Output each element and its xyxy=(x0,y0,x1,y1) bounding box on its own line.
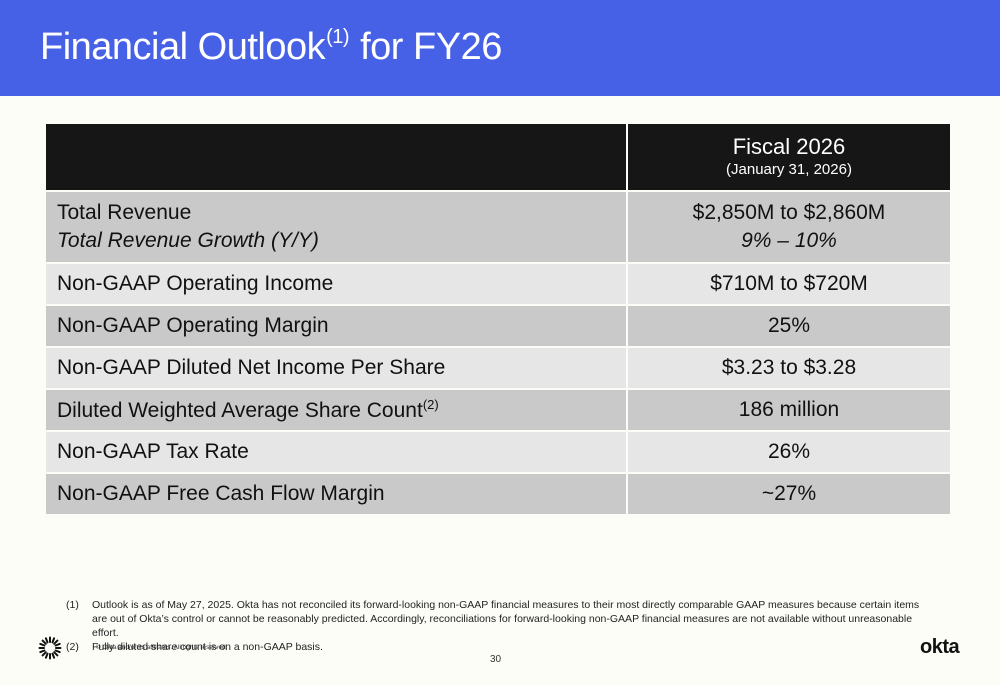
table-row: Non-GAAP Operating Income $710M to $720M xyxy=(46,264,950,306)
row-label: Non-GAAP Operating Margin xyxy=(46,306,626,348)
header-empty-cell xyxy=(46,124,626,192)
table-row: Non-GAAP Operating Margin 25% xyxy=(46,306,950,348)
value-text: $2,850M to $2,860M xyxy=(692,201,886,224)
row-value: 25% xyxy=(626,306,950,348)
table-row: Diluted Weighted Average Share Count(2) … xyxy=(46,390,950,432)
fiscal-year-date: (January 31, 2026) xyxy=(726,161,852,178)
row-value: 186 million xyxy=(626,390,950,432)
row-label: Non-GAAP Diluted Net Income Per Share xyxy=(46,348,626,390)
title-text: Financial Outlook xyxy=(40,26,326,68)
footnotes: (1) Outlook is as of May 27, 2025. Okta … xyxy=(66,598,936,654)
row-label: Diluted Weighted Average Share Count(2) xyxy=(46,390,626,432)
row-label: Non-GAAP Operating Income xyxy=(46,264,626,306)
copyright-notice: © Okta and/or its affiliates. All rights… xyxy=(96,644,228,651)
table-row: Non-GAAP Tax Rate 26% xyxy=(46,432,950,474)
footnote-number: (1) xyxy=(66,599,79,611)
row-value: 26% xyxy=(626,432,950,474)
label-text: Total Revenue xyxy=(57,201,192,224)
footnote-item: (1) Outlook is as of May 27, 2025. Okta … xyxy=(66,598,936,640)
footnote-text: Outlook is as of May 27, 2025. Okta has … xyxy=(92,599,920,639)
row-value: $3.23 to $3.28 xyxy=(626,348,950,390)
okta-sunburst-icon xyxy=(38,636,62,660)
footnote-item: (2) Fully diluted share count is on a no… xyxy=(66,640,936,654)
row-label: Non-GAAP Tax Rate xyxy=(46,432,626,474)
fiscal-year-title: Fiscal 2026 xyxy=(732,134,846,159)
slide-title: Financial Outlook(1) for FY26 xyxy=(40,26,502,69)
table-row: Non-GAAP Diluted Net Income Per Share $3… xyxy=(46,348,950,390)
table-row: Non-GAAP Free Cash Flow Margin ~27% xyxy=(46,474,950,516)
footnote-number: (2) xyxy=(66,641,79,653)
title-footnote-marker: (1) xyxy=(326,26,350,48)
row-value: $710M to $720M xyxy=(626,264,950,306)
value-italic-text: 9% – 10% xyxy=(741,229,837,252)
footnote-text: Fully diluted share count is on a non-GA… xyxy=(92,641,323,653)
title-text-suffix: for FY26 xyxy=(350,26,502,68)
row-value: $2,850M to $2,860M 9% – 10% xyxy=(626,192,950,264)
page-number: 30 xyxy=(490,654,502,665)
outlook-table: Fiscal 2026 (January 31, 2026) Total Rev… xyxy=(46,124,950,516)
row-value: ~27% xyxy=(626,474,950,516)
title-bar: Financial Outlook(1) for FY26 xyxy=(0,0,1000,96)
label-footnote-marker: (2) xyxy=(422,397,439,412)
label-italic-text: Total Revenue Growth (Y/Y) xyxy=(57,229,319,252)
label-text: Diluted Weighted Average Share Count xyxy=(57,399,423,422)
row-label: Non-GAAP Free Cash Flow Margin xyxy=(46,474,626,516)
table-header-row: Fiscal 2026 (January 31, 2026) xyxy=(46,124,950,192)
row-label: Total Revenue Total Revenue Growth (Y/Y) xyxy=(46,192,626,264)
okta-logo: okta xyxy=(920,636,960,658)
header-fiscal-cell: Fiscal 2026 (January 31, 2026) xyxy=(626,124,950,192)
table-row: Total Revenue Total Revenue Growth (Y/Y)… xyxy=(46,192,950,264)
